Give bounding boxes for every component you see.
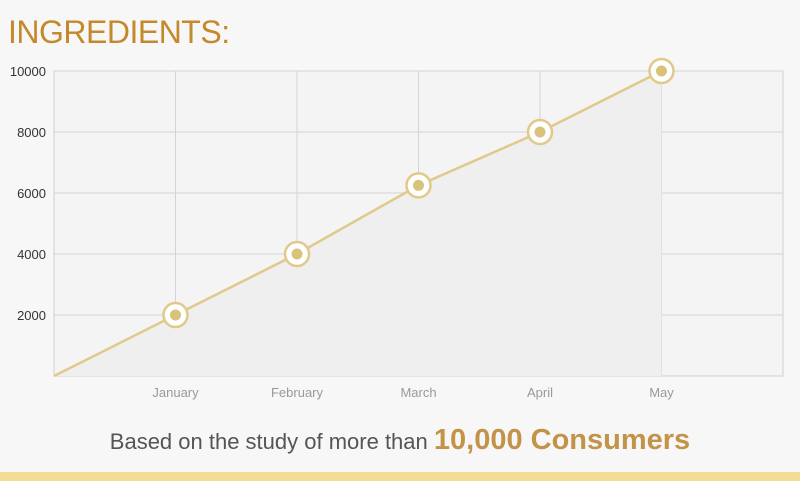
footer-text: Based on the study of more than: [109, 429, 428, 454]
data-point: [291, 248, 303, 260]
data-point: [170, 309, 181, 321]
y-tick-label: 2000: [17, 308, 46, 323]
x-tick-label: January: [152, 385, 199, 400]
x-tick-label: April: [527, 385, 553, 400]
data-point: [413, 179, 424, 191]
x-tick-label: May: [649, 385, 674, 400]
x-tick-label: March: [400, 385, 436, 400]
x-tick-label: February: [271, 385, 324, 400]
y-tick-label: 10000: [10, 64, 46, 79]
y-tick-label: 4000: [17, 247, 46, 262]
data-point: [534, 126, 546, 138]
data-point: [656, 65, 667, 77]
line-chart: 2000 4000 6000 8000 10000 January February Marc…: [10, 57, 784, 400]
bottom-strip: [0, 472, 800, 481]
series-line: [53, 69, 663, 378]
footer-caption: Based on the study of more than 10,000 C…: [0, 424, 800, 457]
y-tick-label: 6000: [17, 186, 46, 201]
y-tick-label: 8000: [17, 125, 46, 140]
page-title: INGREDIENTS:: [8, 14, 230, 50]
footer-highlight: 10,000 Consumers: [433, 424, 691, 456]
